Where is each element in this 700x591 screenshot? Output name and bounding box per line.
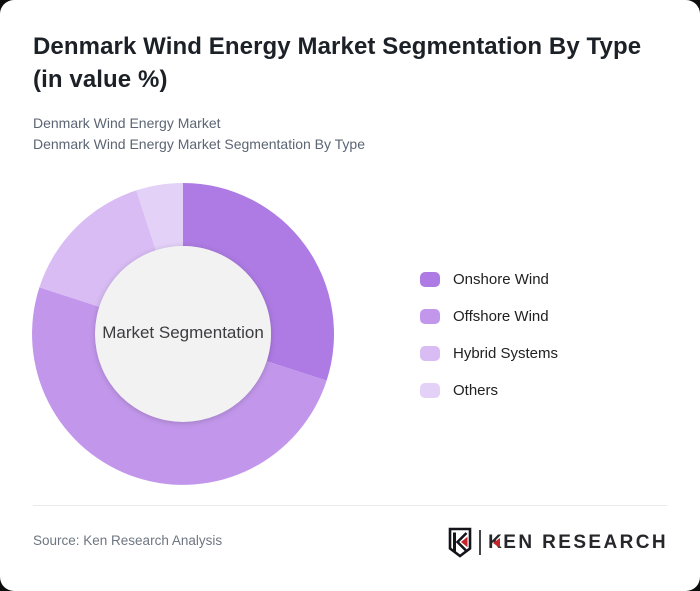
subtitle-line-2: Denmark Wind Energy Market Segmentation … (33, 136, 366, 152)
legend-label: Hybrid Systems (453, 345, 559, 362)
title-line-1: Denmark Wind Energy Market Segmentation … (33, 33, 642, 60)
subtitle-line-1: Denmark Wind Energy Market (33, 115, 221, 131)
donut-slice-hybrid-systems[interactable] (39, 190, 156, 307)
donut-hole (95, 246, 271, 422)
legend-swatch-onshore-wind (420, 272, 440, 287)
donut-center-label: Market Segmentation (102, 323, 264, 342)
logo-rest: EN RESEARCH (503, 531, 668, 553)
logo-red-triangle-icon (493, 537, 501, 548)
legend-item-hybrid-systems[interactable]: Hybrid Systems (420, 335, 558, 372)
page-title: Denmark Wind Energy Market Segmentation … (33, 30, 663, 96)
donut-chart (32, 183, 334, 485)
logo-separator (479, 530, 482, 555)
title-line-2: (in value %) (33, 66, 168, 93)
donut-slice-offshore-wind[interactable] (32, 287, 327, 485)
legend-label: Others (453, 382, 499, 399)
legend-item-onshore-wind[interactable]: Onshore Wind (420, 261, 558, 298)
logo-wordmark: K EN RESEARCH (488, 532, 668, 554)
ken-research-logo: K EN RESEARCH (448, 527, 668, 558)
legend-swatch-offshore-wind (420, 309, 440, 324)
source-note: Source: Ken Research Analysis (33, 533, 223, 548)
donut-svg (32, 183, 334, 485)
legend-item-others[interactable]: Others (420, 372, 558, 409)
legend-label: Offshore Wind (453, 308, 549, 325)
legend-swatch-hybrid-systems (420, 346, 440, 361)
donut-slice-onshore-wind[interactable] (183, 183, 334, 381)
donut-slice-others[interactable] (136, 183, 183, 251)
legend-item-offshore-wind[interactable]: Offshore Wind (420, 298, 558, 335)
chart-legend: Onshore Wind Offshore Wind Hybrid System… (420, 261, 558, 409)
chart-subtitle: Denmark Wind Energy Market Denmark Wind … (33, 113, 365, 155)
legend-label: Onshore Wind (453, 271, 549, 288)
footer-divider (33, 505, 667, 506)
ken-research-badge-icon (448, 527, 472, 558)
legend-swatch-others (420, 383, 440, 398)
